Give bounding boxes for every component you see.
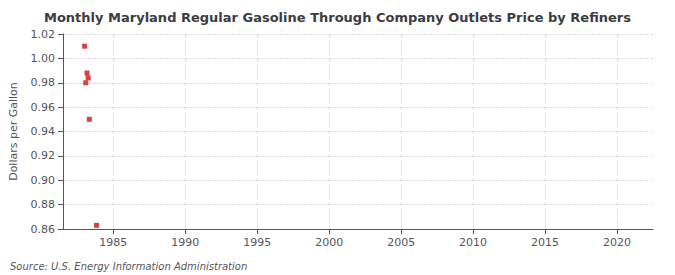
svg-text:1985: 1985 [99, 236, 127, 249]
svg-text:2010: 2010 [459, 236, 487, 249]
svg-text:2015: 2015 [531, 236, 559, 249]
svg-text:Monthly Maryland Regular Gasol: Monthly Maryland Regular Gasoline Throug… [44, 10, 631, 25]
svg-text:1.02: 1.02 [31, 28, 56, 41]
svg-text:1990: 1990 [171, 236, 199, 249]
svg-text:1995: 1995 [243, 236, 271, 249]
svg-text:Dollars per Gallon: Dollars per Gallon [7, 82, 20, 181]
svg-text:0.92: 0.92 [31, 149, 56, 162]
svg-text:Source: U.S. Energy Informatio: Source: U.S. Energy Information Administ… [10, 261, 247, 272]
svg-text:1.00: 1.00 [31, 52, 56, 65]
svg-text:0.90: 0.90 [31, 174, 56, 187]
svg-text:0.94: 0.94 [31, 125, 56, 138]
svg-text:2005: 2005 [387, 236, 415, 249]
svg-text:0.96: 0.96 [31, 101, 56, 114]
svg-text:0.88: 0.88 [31, 198, 56, 211]
svg-text:0.98: 0.98 [31, 76, 56, 89]
svg-text:2000: 2000 [315, 236, 343, 249]
svg-text:0.86: 0.86 [31, 223, 56, 236]
svg-text:2020: 2020 [603, 236, 631, 249]
